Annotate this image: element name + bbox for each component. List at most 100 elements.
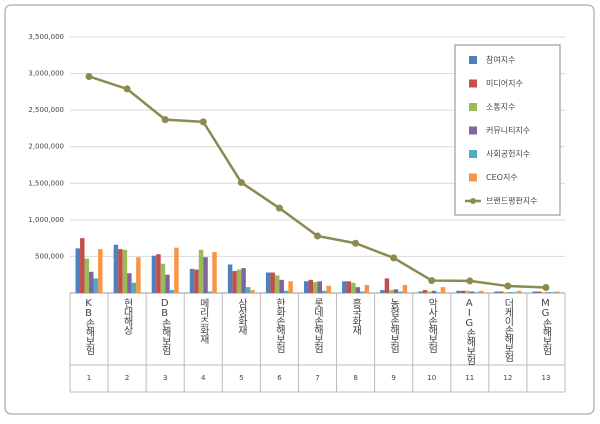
rank-label: 3 — [163, 374, 167, 382]
bar — [402, 284, 408, 293]
y-tick-label: 500,000 — [35, 252, 64, 260]
bar — [478, 290, 484, 293]
bar — [136, 257, 141, 293]
bar — [98, 249, 103, 293]
bar — [494, 291, 499, 293]
x-tick-label: 농협손해보험 — [388, 298, 400, 353]
bar — [393, 289, 399, 293]
bar — [304, 281, 309, 293]
bar — [364, 284, 370, 293]
legend-label: 사회공헌지수 — [486, 150, 530, 159]
legend-swatch — [469, 79, 477, 88]
bar — [283, 290, 289, 293]
bar — [288, 281, 293, 293]
legend-swatch — [469, 150, 477, 158]
bar — [418, 291, 423, 293]
bar — [207, 291, 213, 293]
legend-label: 미디어지수 — [486, 78, 523, 88]
line-marker — [428, 277, 436, 285]
bar — [512, 292, 517, 293]
x-tick-label: 롯데손해보험 — [312, 298, 324, 353]
bar — [84, 258, 90, 293]
line-marker — [123, 85, 131, 93]
x-tick-label: 한화손해보험 — [273, 298, 285, 353]
legend-label: 소통지수 — [486, 103, 515, 112]
bar — [507, 292, 513, 293]
bar — [456, 290, 461, 293]
x-tick-label: DB손해보험 — [159, 298, 171, 355]
bar — [169, 290, 175, 293]
bar — [308, 279, 313, 293]
bar — [194, 269, 199, 293]
bar — [313, 282, 318, 293]
rank-label: 1 — [87, 374, 91, 382]
bar — [274, 275, 280, 293]
chart-border — [4, 4, 595, 415]
rank-label: 5 — [239, 374, 243, 382]
line-marker — [542, 284, 550, 292]
bar — [241, 268, 246, 293]
bar — [198, 249, 204, 293]
rank-label: 10 — [427, 374, 436, 382]
bar — [156, 254, 161, 293]
y-tick-label: 3,500,000 — [28, 33, 64, 41]
bar — [322, 290, 327, 293]
line-marker — [352, 239, 360, 247]
bar — [351, 282, 356, 293]
y-tick-label: 1,500,000 — [28, 179, 64, 187]
x-tick-label: 악사손해보험 — [426, 298, 438, 353]
bar — [360, 291, 365, 293]
legend-swatch — [469, 126, 477, 135]
x-tick-label: 삼성화재 — [235, 298, 247, 336]
bar — [118, 249, 123, 293]
x-tick-label: AIG손해보험 — [464, 298, 476, 365]
line-marker — [199, 118, 207, 126]
bar — [398, 291, 403, 293]
legend-swatch — [469, 103, 477, 111]
bar — [189, 268, 195, 293]
bar — [75, 248, 81, 293]
bar — [474, 292, 479, 293]
bar — [160, 263, 166, 293]
y-tick-label: 3,000,000 — [28, 70, 64, 78]
bar — [93, 278, 99, 293]
line-marker — [161, 116, 169, 124]
x-tick-label: KB손해보험 — [83, 298, 95, 355]
bar — [550, 292, 555, 293]
bar — [245, 287, 251, 293]
bar — [236, 269, 242, 293]
line-marker — [504, 282, 512, 290]
x-tick-label: 현대해상 — [121, 298, 133, 335]
bar — [554, 291, 560, 293]
bar — [270, 272, 275, 293]
x-tick-label: 더케이손해보험 — [502, 298, 514, 362]
rank-label: 7 — [315, 374, 319, 382]
bar — [380, 290, 385, 293]
bar — [174, 247, 179, 293]
bar — [279, 279, 284, 293]
rank-label: 13 — [542, 374, 551, 382]
bar — [342, 281, 347, 293]
bar — [422, 290, 428, 293]
bar — [131, 282, 137, 293]
bar — [498, 291, 504, 293]
bar — [317, 281, 322, 293]
line-marker — [314, 232, 321, 240]
y-tick-label: 1,000,000 — [28, 216, 64, 224]
bar — [532, 291, 537, 293]
bar — [227, 264, 233, 293]
bar — [165, 274, 170, 293]
line-marker — [390, 254, 398, 262]
bar — [545, 292, 551, 293]
x-tick-label: MG손해보험 — [540, 298, 552, 355]
legend-label: 참여지수 — [486, 55, 515, 65]
bar — [536, 291, 542, 293]
rank-label: 2 — [125, 374, 129, 382]
bar — [469, 291, 475, 293]
bar — [122, 249, 128, 293]
x-tick-label: 흥국화재 — [350, 297, 362, 336]
bar — [516, 290, 522, 293]
line-marker — [275, 204, 283, 212]
y-tick-label: 2,000,000 — [28, 143, 64, 151]
